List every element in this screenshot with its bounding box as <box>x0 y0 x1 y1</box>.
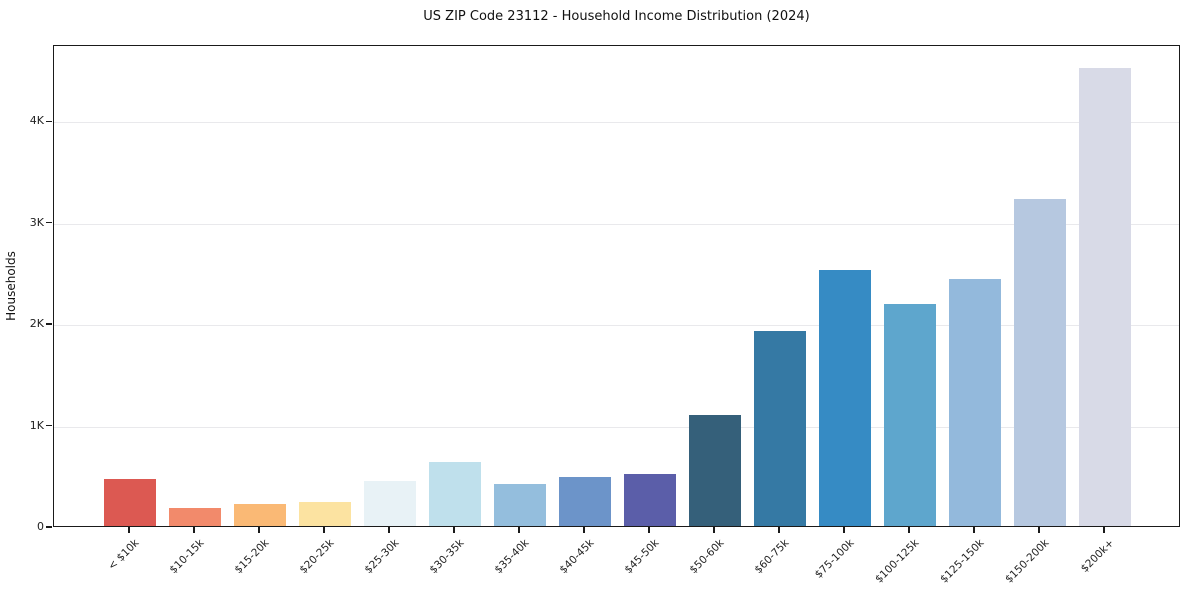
y-tick-mark <box>46 120 52 122</box>
x-tick-mark <box>453 527 455 533</box>
bar-$150-200k <box>1014 199 1066 526</box>
bar-$45-50k <box>624 473 676 526</box>
x-tick-mark <box>193 527 195 533</box>
x-tick-label: < $10k <box>105 537 142 573</box>
bar-$100-125k <box>884 304 936 526</box>
bar-$75-100k <box>819 270 871 526</box>
x-tick-mark <box>973 527 975 533</box>
bar-$20-25k <box>299 502 351 526</box>
x-tick-label: $35-40k <box>492 537 532 577</box>
x-tick-mark <box>778 527 780 533</box>
y-tick-mark <box>46 424 52 427</box>
x-tick-mark <box>258 527 260 533</box>
x-tick-mark <box>908 527 910 533</box>
bar-$50-60k <box>689 415 741 526</box>
x-tick-label: $100-125k <box>872 537 922 586</box>
x-tick-mark <box>323 527 325 533</box>
x-tick-mark <box>843 527 845 533</box>
x-tick-mark <box>583 527 585 533</box>
bar-$60-75k <box>754 331 806 526</box>
x-tick-mark <box>713 527 715 533</box>
gridline-3K <box>54 223 1179 225</box>
y-tick-mark <box>46 323 52 325</box>
x-tick-label: $30-35k <box>427 537 467 577</box>
y-tick-label: 2K <box>29 317 44 331</box>
bar-$30-35k <box>429 461 481 526</box>
x-tick-label: $60-75k <box>752 537 792 577</box>
y-tick-label: 0 <box>37 520 44 533</box>
x-tick-mark <box>518 527 520 533</box>
y-tick-mark <box>46 221 52 224</box>
x-tick-mark <box>648 527 650 533</box>
x-tick-label: $10-15k <box>167 537 207 577</box>
gridline-4K <box>54 122 1179 124</box>
y-tick-label: 4K <box>29 114 44 128</box>
x-tick-label: $25-30k <box>362 537 402 577</box>
bar-$35-40k <box>494 484 546 526</box>
x-tick-mark <box>128 527 130 533</box>
bar-$25-30k <box>364 481 416 526</box>
bar-$15-20k <box>234 503 286 526</box>
x-tick-label: $200k+ <box>1078 537 1117 575</box>
x-tick-label: $15-20k <box>232 537 272 577</box>
y-tick-label: 1K <box>29 418 44 432</box>
x-tick-label: $150-200k <box>1002 537 1052 586</box>
x-tick-mark <box>388 527 390 533</box>
bar-$125-150k <box>949 278 1001 526</box>
bar-$10-15k <box>169 508 221 526</box>
x-tick-mark <box>1103 527 1105 533</box>
y-tick-mark <box>46 526 52 528</box>
y-tick-label: 3K <box>29 215 44 229</box>
chart-title: US ZIP Code 23112 - Household Income Dis… <box>423 9 810 24</box>
x-tick-label: $20-25k <box>297 537 337 577</box>
x-tick-label: $40-45k <box>557 537 597 577</box>
bar-< $10k <box>104 479 156 526</box>
bar-$200k+ <box>1079 67 1131 526</box>
bar-$40-45k <box>559 477 611 526</box>
x-tick-label: $50-60k <box>687 537 727 577</box>
x-tick-label: $75-100k <box>812 537 857 581</box>
gridline-2K <box>54 325 1179 327</box>
x-tick-label: $125-150k <box>937 537 987 586</box>
x-tick-label: $45-50k <box>622 537 662 577</box>
gridline-1K <box>54 426 1179 428</box>
x-tick-mark <box>1038 527 1040 533</box>
plot-area <box>53 45 1180 527</box>
